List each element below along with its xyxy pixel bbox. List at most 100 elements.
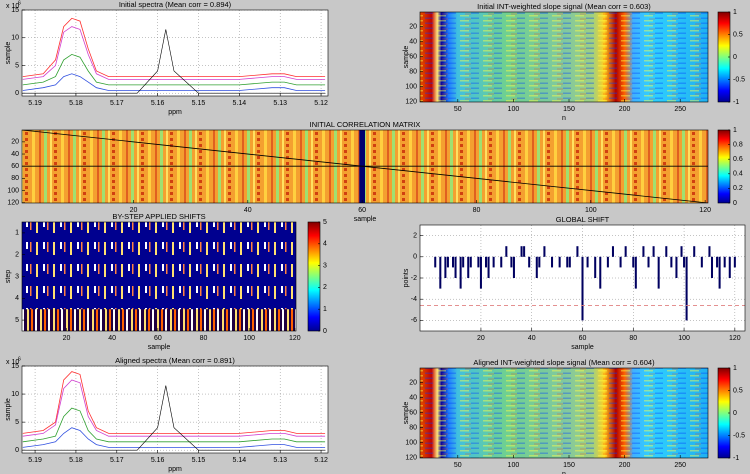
axes-background [22,366,328,453]
y-tick-label: 0 [413,254,417,261]
bar [675,256,678,278]
y-tick-label: 120 [405,98,417,105]
bar [439,256,442,289]
y-multiplier-power: 6 [18,356,21,362]
x-tick-label: 80 [629,335,637,342]
x-tick-label: 150 [563,106,575,113]
colorbar-tick-label: -1 [733,455,739,462]
x-axis-label: n [562,471,566,474]
bar [586,256,589,268]
y-tick-label: 1 [15,230,19,237]
y-tick-label: 100 [405,439,417,446]
axes-frame [21,9,329,97]
x-tick-label: 20 [63,335,71,342]
x-tick-label: 60 [358,207,366,214]
bar [680,246,683,257]
x-tick-label: 5.18 [69,100,83,107]
axes-frame [21,221,297,332]
bar [485,256,488,268]
panel-title: Aligned INT-weighted slope signal (Mean … [473,358,655,367]
bar [716,256,719,268]
bar [477,256,480,268]
bar [538,256,541,268]
x-axis-label: sample [354,216,377,223]
bar [454,256,457,278]
bar [634,256,637,289]
y-multiplier: x 10 [6,3,19,10]
spectrum-line [22,379,326,437]
x-tick-label: 40 [244,207,252,214]
bar [479,256,482,289]
bar [710,256,714,278]
plot-area [420,368,708,458]
bar [487,256,490,278]
x-tick-label: 200 [619,462,631,469]
bar [624,246,627,257]
y-tick-label: 120 [405,454,417,461]
axes-frame [21,365,329,454]
heatmap-image [420,368,708,458]
bar [512,256,515,278]
colorbar [307,221,321,332]
x-tick-label: 5.13 [273,100,287,107]
bar [576,246,579,257]
y-tick-label: 5 [15,317,19,324]
bar [670,256,673,268]
y-tick-label: 40 [11,151,19,158]
panel-title: Initial INT-weighted slope signal (Mean … [477,2,651,11]
panel-title: INITIAL CORRELATION MATRIX [310,120,421,129]
bar [647,256,650,268]
x-tick-label: 50 [454,106,462,113]
x-tick-label: 5.12 [314,457,328,464]
bar [708,246,711,257]
x-tick-label: 150 [563,462,575,469]
x-axis-label: ppm [168,109,182,116]
bar [451,256,455,268]
panel-title: Initial spectra (Mean corr = 0.894) [119,0,232,9]
y-tick-label: 20 [11,139,19,146]
x-tick-label: 5.13 [273,457,287,464]
bar [469,256,472,268]
bar [652,246,655,257]
y-tick-label: 40 [409,394,417,401]
colorbar [717,129,731,204]
panel-title: BY-STEP APPLIED SHIFTS [112,212,205,221]
y-axis-label: sample [5,42,12,65]
spectrum-line [22,427,326,448]
y-tick-label: -4 [411,296,417,303]
bar [665,246,668,257]
colorbar-tick-label: 0.2 [733,185,743,192]
x-axis-label: ppm [168,466,182,473]
bar [446,256,449,268]
bar [581,256,584,321]
colorbar-tick-label: 0.8 [733,141,743,148]
bar [619,256,622,268]
spectrum-line [22,385,326,451]
bar [611,246,614,257]
axes-frame [21,129,709,204]
colorbar-tick-label: 1 [733,365,737,372]
axes-frame [419,367,709,459]
x-tick-label: 5.19 [28,457,42,464]
y-tick-label: 80 [11,175,19,182]
x-tick-label: 5.17 [110,457,124,464]
plot-area [22,10,328,96]
y-tick-label: 5 [15,419,19,426]
spectrum-line [22,17,326,77]
y-axis-label: sample [403,402,410,425]
bar [523,246,526,257]
x-tick-label: 5.16 [151,100,165,107]
x-tick-label: 20 [477,335,485,342]
y-tick-label: 100 [7,187,19,194]
y-tick-label: 100 [405,83,417,90]
heatmap-image [420,12,708,102]
bar [733,256,736,268]
x-tick-label: 5.17 [110,100,124,107]
y-tick-label: -6 [411,317,417,324]
bar [520,246,523,257]
x-tick-label: 60 [154,335,162,342]
bar [500,256,503,268]
x-tick-label: 120 [699,207,711,214]
spectrum-line [22,29,326,94]
x-tick-label: 60 [579,335,587,342]
